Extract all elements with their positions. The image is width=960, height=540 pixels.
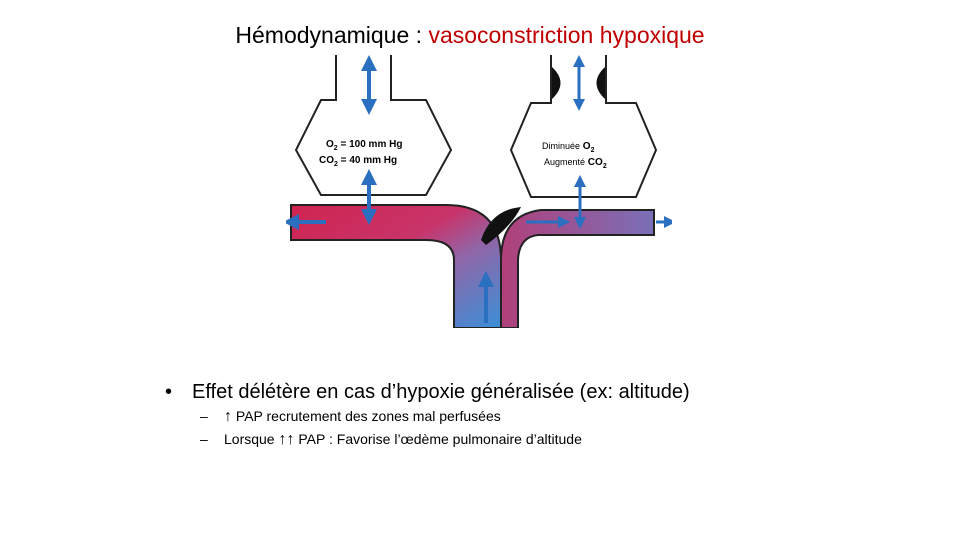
left-co2-label: CO2 = 40 mm Hg [319, 155, 397, 168]
right-o2-label: Diminuée O2 [542, 141, 595, 154]
left-o2-label: O2 = 100 mm Hg [326, 139, 402, 152]
bullet-list: • Effet délétère en cas d’hypoxie général… [160, 379, 920, 451]
airway-constriction-right [596, 67, 605, 99]
vessel-constriction [481, 207, 521, 245]
right-vessel [500, 209, 655, 328]
title-prefix: Hémodynamique : [235, 22, 429, 48]
left-alveolus [294, 55, 453, 196]
title-highlight: vasoconstriction hypoxique [428, 22, 705, 48]
slide-title: Hémodynamique : vasoconstriction hypoxiq… [0, 22, 940, 49]
right-co2-label: Augmenté CO2 [544, 157, 607, 170]
hypoxic-vasoconstriction-diagram: O2 = 100 mm Hg CO2 = 40 mm Hg Diminuée O… [286, 55, 672, 328]
left-vessel [290, 204, 502, 328]
bullet-sub-1: – ↑ PAP recrutement des zones mal perfusé… [200, 408, 501, 425]
bullet-sub-2: – Lorsque ↑↑ PAP : Favorise l’œdème pulmo… [200, 431, 582, 448]
right-alveolus [509, 55, 658, 198]
airway-constriction-left [552, 67, 561, 99]
bullet-main: • Effet délétère en cas d’hypoxie général… [165, 381, 690, 403]
